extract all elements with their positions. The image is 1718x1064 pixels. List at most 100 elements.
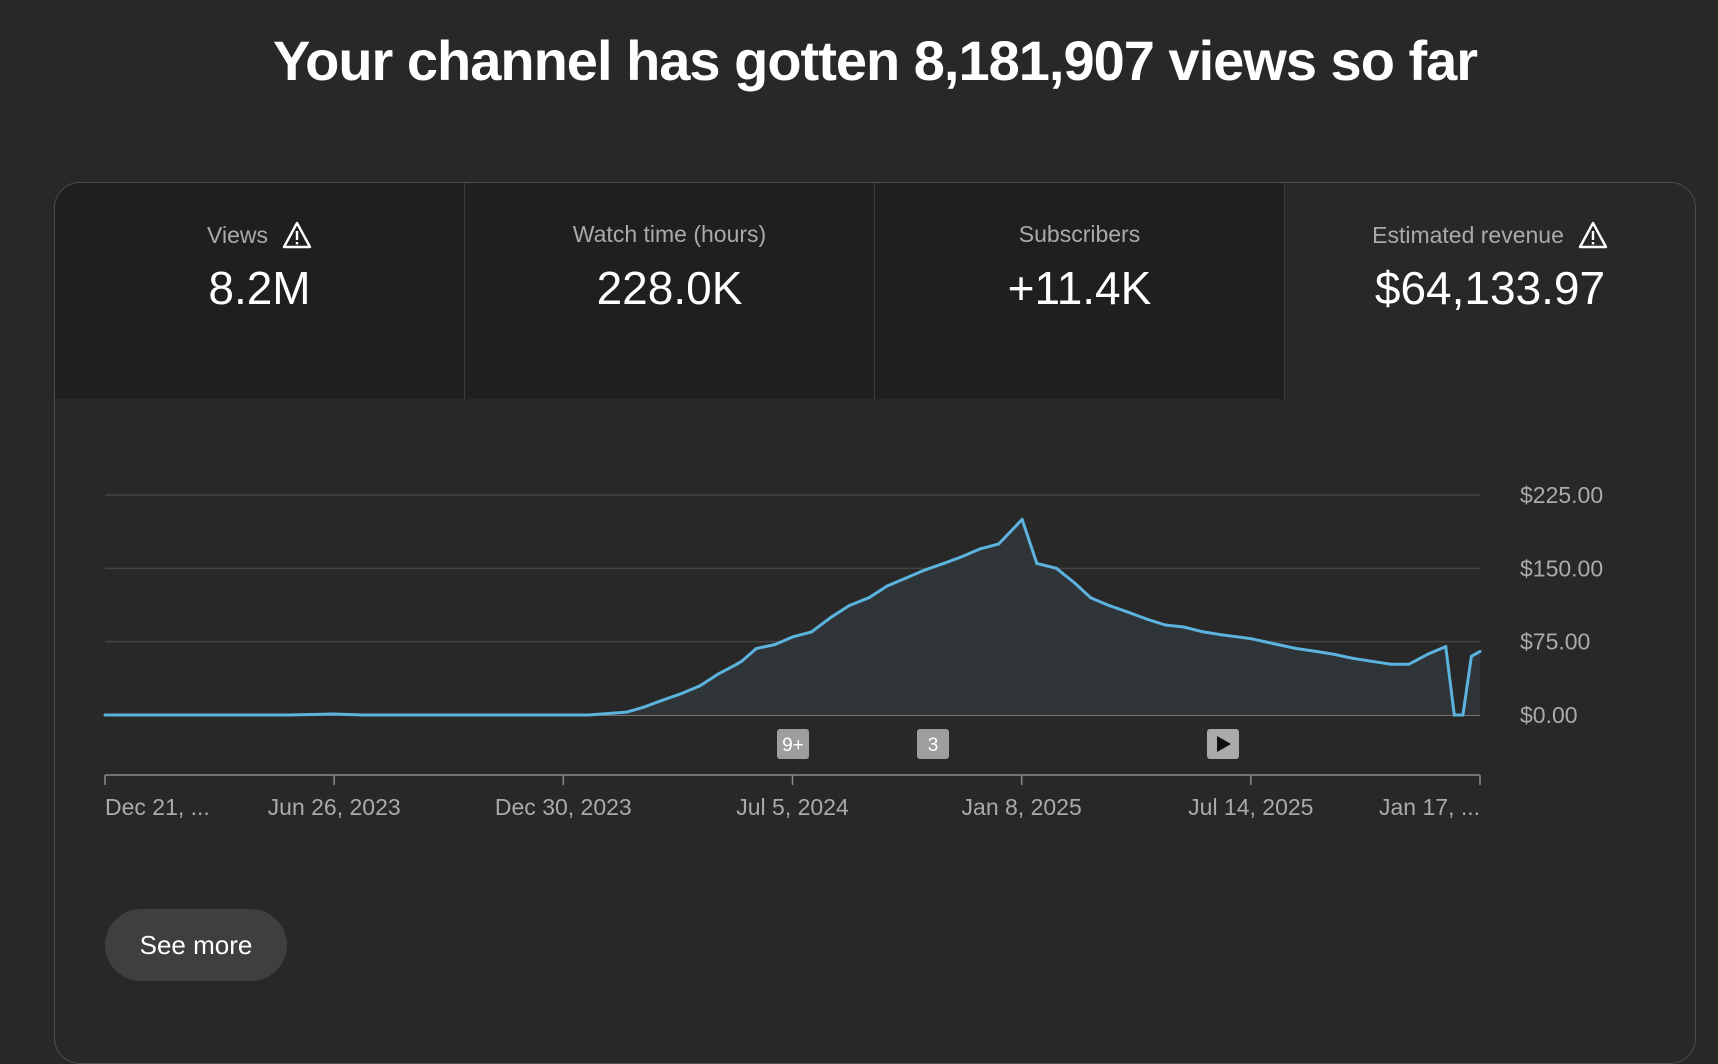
page-title: Your channel has gotten 8,181,907 views … [272, 29, 1478, 92]
marker-box [777, 729, 809, 759]
data-point [1073, 581, 1077, 585]
x-tick-label: Jun 26, 2023 [268, 794, 401, 820]
data-point [1444, 645, 1448, 649]
data-point [1145, 617, 1149, 621]
y-tick-label: $225.00 [1520, 482, 1603, 508]
event-marker[interactable]: 9+ [777, 729, 809, 759]
x-tick-label: Dec 21, ... [105, 794, 210, 820]
data-point [847, 603, 851, 607]
data-point [250, 713, 254, 717]
x-tick-label: Jul 14, 2025 [1188, 794, 1313, 820]
y-tick-label: $0.00 [1520, 702, 1578, 728]
tab-label: Estimated revenue [1372, 221, 1564, 248]
metric-tabs: Views 8.2M Watch time (hours) 228.0K Sub… [55, 183, 1695, 399]
data-point [103, 713, 107, 717]
data-point [1107, 603, 1111, 607]
data-point [922, 568, 926, 572]
data-point [437, 713, 441, 717]
area-fill [105, 519, 1480, 715]
data-point [997, 542, 1001, 546]
data-point [791, 635, 795, 639]
data-point [1127, 610, 1131, 614]
data-point [1389, 662, 1393, 666]
data-point [1314, 649, 1318, 653]
tab-subscribers[interactable]: Subscribers +11.4K [875, 183, 1285, 399]
data-point [361, 713, 365, 717]
warning-icon [282, 221, 312, 249]
data-point [474, 713, 478, 717]
data-point [904, 576, 908, 580]
data-point [1035, 561, 1039, 565]
data-point [1182, 625, 1186, 629]
tab-views[interactable]: Views 8.2M [55, 183, 465, 399]
data-point [809, 630, 813, 634]
data-point [1249, 637, 1253, 641]
data-point [1201, 630, 1205, 634]
x-tick-label: Jul 5, 2024 [736, 794, 849, 820]
marker-label: 3 [928, 735, 939, 756]
data-point [698, 684, 702, 688]
data-point [829, 615, 833, 619]
data-point [1163, 623, 1167, 627]
data-point [1407, 662, 1411, 666]
tab-value: $64,133.97 [1374, 262, 1606, 314]
data-point [178, 713, 182, 717]
x-tick-label: Jan 8, 2025 [962, 794, 1082, 820]
x-tick-label: Dec 30, 2023 [495, 794, 632, 820]
tab-label: Views [207, 221, 268, 248]
data-point [1332, 652, 1336, 656]
play-icon [1217, 736, 1231, 752]
data-point [740, 659, 744, 663]
data-point [1452, 713, 1456, 717]
data-point [1054, 566, 1058, 570]
data-point [680, 691, 684, 695]
data-point [1478, 649, 1482, 653]
data-point [978, 547, 982, 551]
data-point [716, 672, 720, 676]
data-point [885, 584, 889, 588]
data-point [1294, 647, 1298, 651]
marker-label: 9+ [782, 735, 804, 756]
data-point [867, 596, 871, 600]
data-point [773, 643, 777, 647]
y-tick-label: $150.00 [1520, 555, 1603, 581]
data-point [735, 662, 739, 666]
data-point [212, 713, 216, 717]
data-point [1469, 654, 1473, 658]
video-marker-play[interactable] [1207, 729, 1239, 759]
data-point [561, 713, 565, 717]
data-point [332, 712, 336, 716]
tab-value: 228.0K [596, 262, 743, 314]
warning-icon [1578, 221, 1608, 249]
data-point [140, 713, 144, 717]
data-point [1020, 517, 1024, 521]
tab-watch-time[interactable]: Watch time (hours) 228.0K [465, 183, 875, 399]
tab-estimated-revenue[interactable]: Estimated revenue $64,133.97 [1285, 183, 1695, 399]
tab-value: 8.2M [208, 262, 311, 314]
data-point [625, 710, 629, 714]
chart-svg: $0.00 $75.00 $150.00 $225.00 Dec 21, ... Jun … [103, 482, 1603, 820]
data-point [660, 698, 664, 702]
data-point [1276, 643, 1280, 647]
data-point [287, 713, 291, 717]
event-marker[interactable]: 3 [917, 729, 949, 759]
data-point [587, 713, 591, 717]
tab-label: Subscribers [1018, 221, 1141, 247]
revenue-chart: $0.00 $75.00 $150.00 $225.00 Dec 21, ... Jun … [55, 399, 1695, 899]
tab-value: +11.4K [1007, 262, 1152, 314]
x-tick-label: Jan 17, ... [1379, 794, 1480, 820]
y-tick-label: $75.00 [1520, 629, 1590, 655]
data-point [642, 705, 646, 709]
data-point [399, 713, 403, 717]
data-point [1369, 659, 1373, 663]
data-point [1220, 633, 1224, 637]
data-point [1089, 596, 1093, 600]
data-point [754, 647, 758, 651]
tab-label: Watch time (hours) [572, 221, 767, 247]
data-point [1351, 656, 1355, 660]
data-point [512, 713, 516, 717]
data-point [1461, 713, 1465, 717]
marker-box [917, 729, 949, 759]
see-more-button[interactable]: See more [105, 909, 287, 981]
data-point [1425, 652, 1429, 656]
